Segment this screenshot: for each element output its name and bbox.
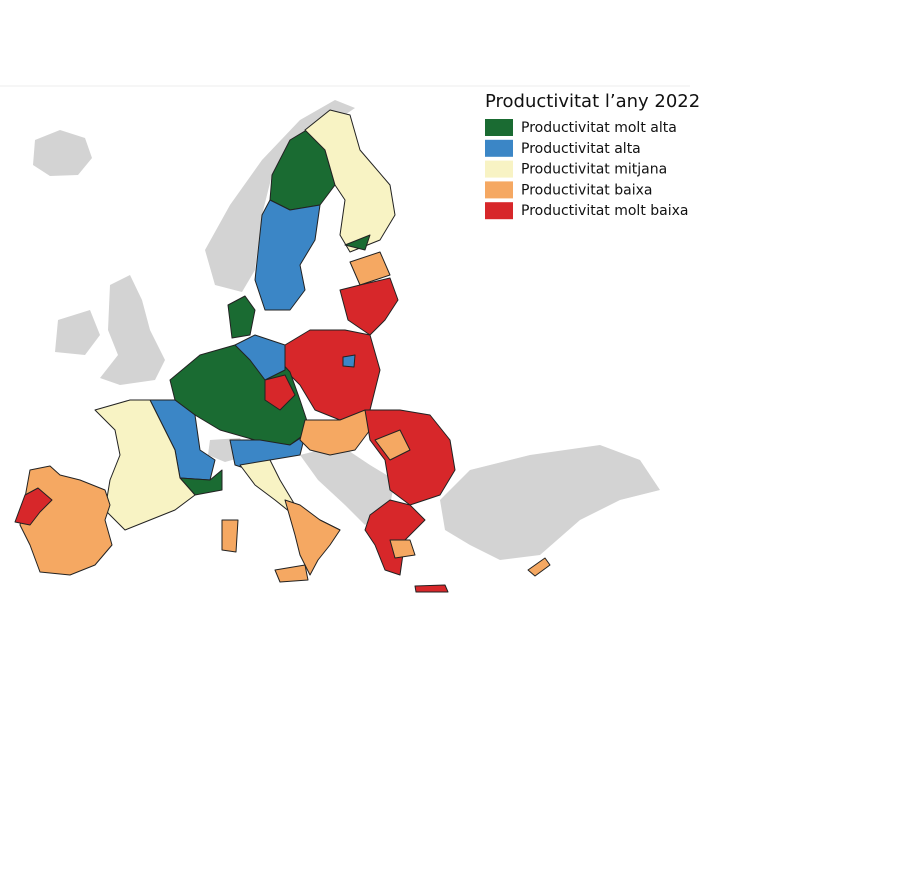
region xyxy=(234,334,286,381)
region xyxy=(221,519,239,553)
region xyxy=(342,354,356,368)
turkey xyxy=(440,445,660,560)
region xyxy=(389,539,416,559)
ireland xyxy=(55,310,100,355)
region xyxy=(364,499,426,576)
region xyxy=(227,295,256,339)
legend-title: Productivitat l’any 2022 xyxy=(485,91,700,112)
legend-label: Productivitat molt baixa xyxy=(521,203,688,219)
legend-swatch xyxy=(485,160,513,178)
region xyxy=(344,234,371,251)
legend-label: Productivitat baixa xyxy=(521,182,652,198)
legend-label: Productivitat mitjana xyxy=(521,162,667,178)
legend-swatch xyxy=(485,181,513,199)
region xyxy=(339,277,399,336)
legend-swatch xyxy=(485,139,513,157)
legend-swatch xyxy=(485,119,513,136)
iceland xyxy=(33,130,92,176)
region xyxy=(304,109,396,253)
regions xyxy=(14,109,551,593)
region xyxy=(364,409,456,506)
norway xyxy=(205,100,355,292)
region xyxy=(284,499,341,576)
great-britain xyxy=(100,275,165,385)
legend-label: Productivitat molt alta xyxy=(521,120,677,136)
region xyxy=(229,434,306,471)
region xyxy=(264,374,296,411)
legend: Productivitat l’any 2022 Productivitat m… xyxy=(485,91,700,220)
region xyxy=(254,199,321,311)
region xyxy=(299,409,371,456)
region xyxy=(527,557,551,577)
region xyxy=(349,251,391,286)
legend-swatch xyxy=(485,202,513,220)
region xyxy=(94,399,196,531)
background-countries xyxy=(33,100,660,560)
region xyxy=(414,584,449,593)
balkans xyxy=(300,445,395,525)
legend-label: Productivitat alta xyxy=(521,141,641,157)
region xyxy=(274,564,309,583)
region xyxy=(374,429,411,461)
region xyxy=(14,487,53,526)
